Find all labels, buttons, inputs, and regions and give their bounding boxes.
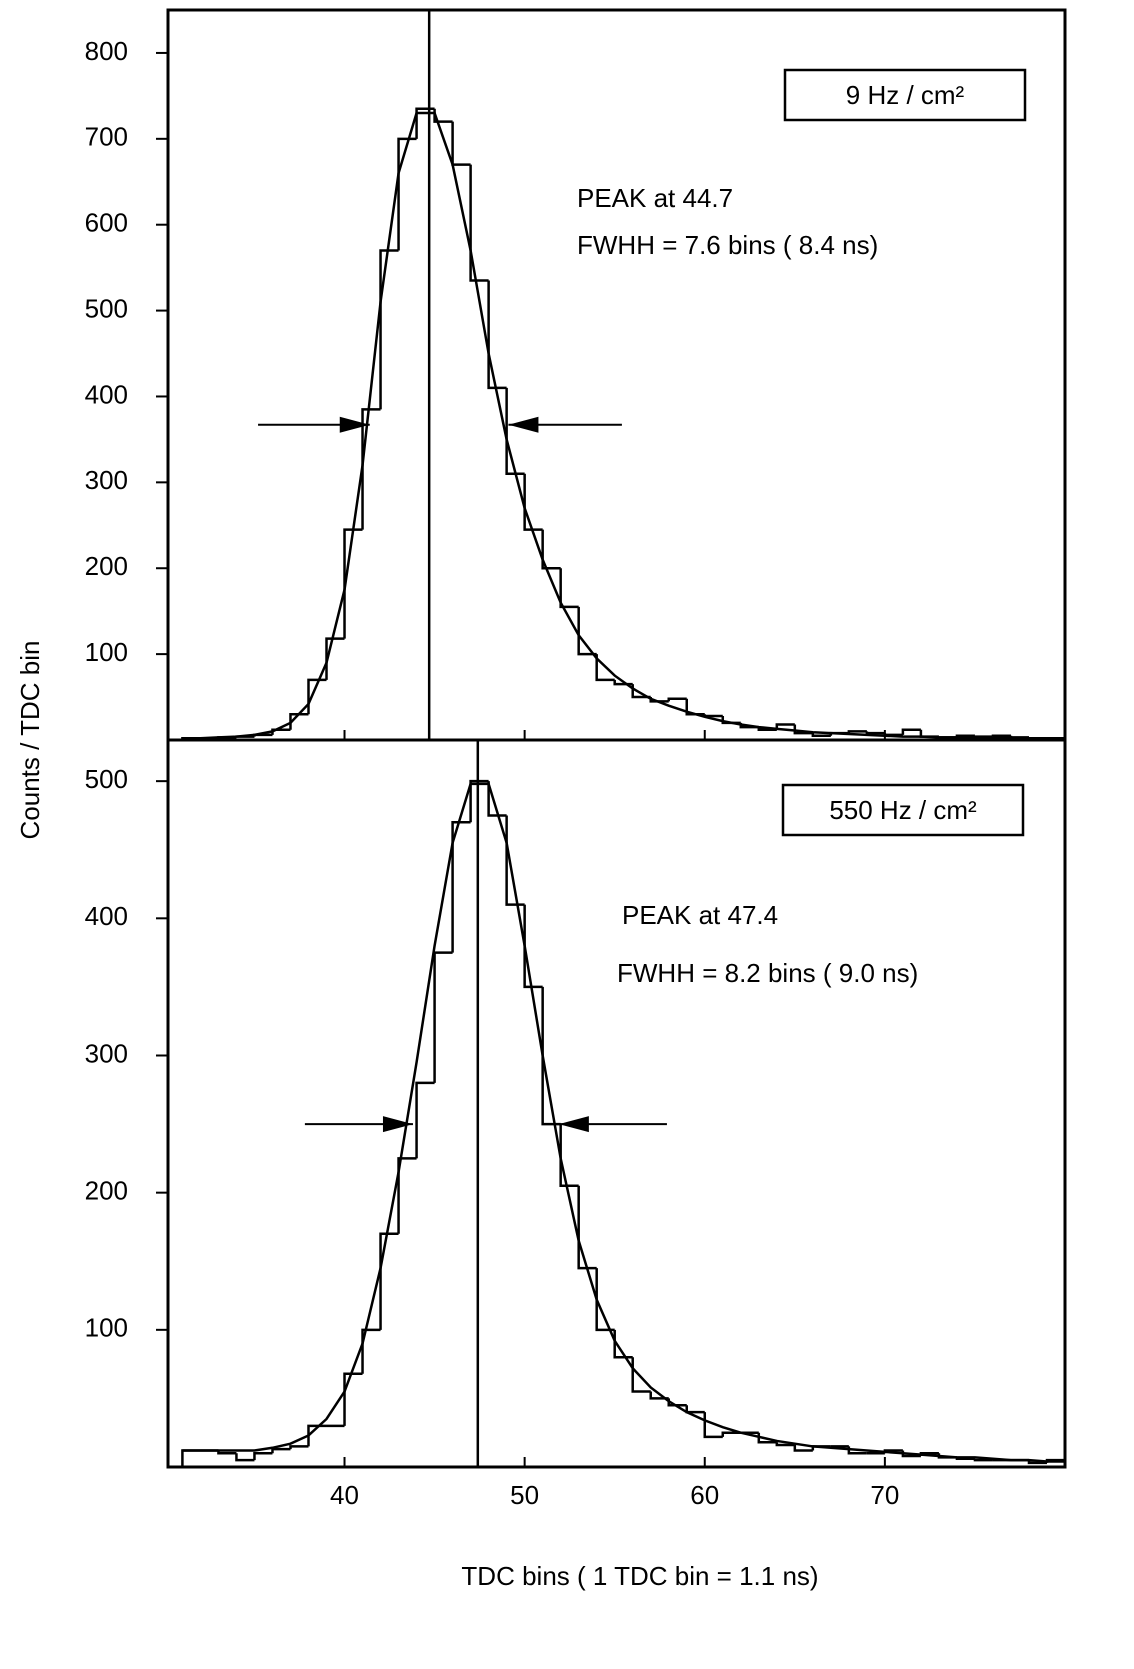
histogram-bin (433, 951, 453, 1083)
x-axis-label: TDC bins ( 1 TDC bin = 1.1 ns) (461, 1561, 818, 1591)
histogram-bin (379, 1232, 399, 1330)
histogram-bin (289, 1445, 309, 1450)
histogram-bin (271, 1447, 291, 1454)
x-tick-label: 50 (510, 1480, 539, 1510)
rate-box (781, 783, 1025, 837)
y-tick-label: 200 (85, 551, 128, 581)
histogram-bin (793, 1445, 813, 1452)
histogram-bin (793, 724, 813, 735)
histogram-bin (541, 529, 561, 570)
y-axis-label: Counts / TDC bin (15, 641, 45, 840)
rate-label: 550 Hz / cm² (829, 795, 977, 825)
histogram-bin (451, 121, 471, 166)
histogram-bin (235, 1453, 255, 1462)
histogram-bin (703, 714, 723, 718)
histogram-bin (649, 1391, 669, 1400)
y-tick-label: 300 (85, 465, 128, 495)
x-tick-label: 40 (330, 1480, 359, 1510)
histogram-bin (307, 1424, 327, 1447)
rate-label: 9 Hz / cm² (846, 80, 965, 110)
fit-curve (182, 111, 1065, 741)
histogram-bin (973, 735, 993, 738)
fit-curve (182, 782, 1065, 1463)
y-tick-label: 600 (85, 208, 128, 238)
histogram-bin (595, 654, 615, 682)
x-tick-label: 60 (690, 1480, 719, 1510)
histogram-bin (721, 1431, 741, 1437)
histogram-bin (487, 280, 507, 390)
y-tick-label: 300 (85, 1038, 128, 1068)
histogram-bin (505, 387, 525, 476)
histogram-bin (181, 1449, 201, 1467)
y-tick-label: 500 (85, 293, 128, 323)
histogram-bin (523, 473, 543, 531)
histogram-bin (379, 249, 399, 410)
histogram-bin (271, 728, 291, 735)
histogram-bin (559, 568, 579, 609)
histogram-bin (451, 821, 471, 953)
arrow-head (558, 1116, 589, 1133)
histogram-bin (685, 1405, 705, 1414)
arrow-head (382, 1116, 413, 1133)
annotation: PEAK at 44.7 (577, 183, 733, 213)
histogram-bin (487, 781, 507, 817)
histogram-bin (973, 1458, 993, 1462)
histogram-bin (631, 1357, 651, 1393)
x-tick-label: 70 (870, 1480, 899, 1510)
annotation: PEAK at 47.4 (622, 900, 778, 930)
y-tick-label: 100 (85, 637, 128, 667)
histogram-bin (775, 1442, 795, 1447)
histogram-bin (325, 637, 345, 680)
histogram-bin (415, 1081, 435, 1159)
y-tick-label: 400 (85, 901, 128, 931)
histogram-bin (577, 1185, 597, 1270)
histogram-bin (253, 1452, 273, 1461)
histogram-bin (343, 1372, 363, 1426)
histogram-bin (397, 1157, 417, 1234)
arrow-head (339, 416, 370, 433)
histogram-bin (865, 731, 885, 735)
y-tick-label: 500 (85, 764, 128, 794)
histogram-bin (469, 779, 489, 823)
histogram-bin (559, 1124, 579, 1188)
annotation: FWHH = 7.6 bins ( 8.4 ns) (577, 230, 878, 260)
rate-box (783, 68, 1027, 122)
y-tick-label: 800 (85, 36, 128, 66)
histogram-bin (991, 734, 1011, 737)
y-tick-label: 400 (85, 379, 128, 409)
histogram-bin (667, 697, 687, 702)
histogram-bin (361, 408, 381, 530)
histogram-bin (397, 137, 417, 251)
histogram-bin (361, 1328, 381, 1374)
histogram-bin (577, 606, 597, 656)
plot-frame (166, 738, 1067, 1469)
histogram-bin (343, 528, 363, 639)
histogram-bin (847, 730, 867, 734)
histogram-bin (289, 712, 309, 730)
histogram-bin (523, 904, 543, 989)
histogram-bin (811, 733, 831, 737)
annotation: FWHH = 8.2 bins ( 9.0 ns) (617, 958, 918, 988)
arrow-head (508, 416, 539, 433)
histogram-bin (901, 728, 921, 735)
y-tick-label: 200 (85, 1176, 128, 1206)
y-tick-label: 100 (85, 1313, 128, 1343)
y-tick-label: 700 (85, 122, 128, 152)
histogram-bin (469, 164, 489, 282)
